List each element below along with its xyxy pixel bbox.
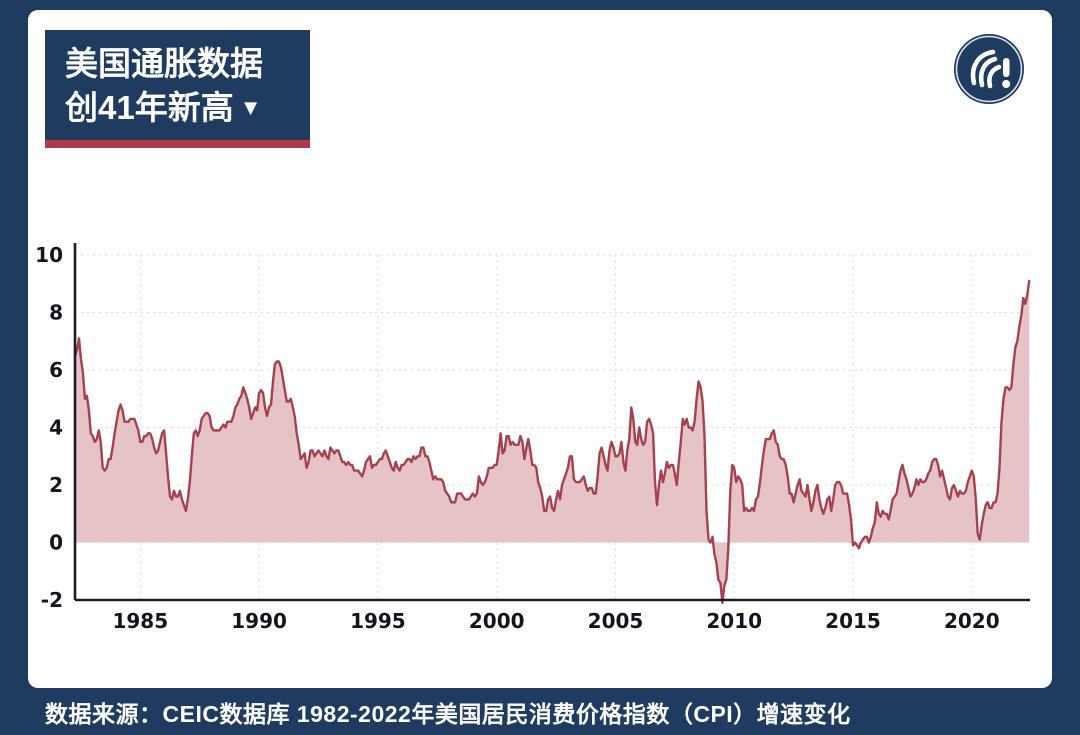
svg-text:6: 6 [49,358,63,382]
svg-text:1990: 1990 [231,609,287,633]
svg-text:0: 0 [49,531,63,555]
svg-text:10: 10 [35,243,63,267]
title-line-2-text: 创41年新高 [65,89,234,126]
svg-text:8: 8 [49,301,63,325]
logo-icon [954,34,1024,104]
footer-bar: 数据来源：CEIC数据库 1982-2022年美国居民消费价格指数（CPI）增速… [0,688,1080,735]
svg-text:4: 4 [49,416,63,440]
title-underline [45,140,310,148]
svg-text:2000: 2000 [469,609,525,633]
main-card: 美国通胀数据 创41年新高 ▼ -2 0 2 4 6 8 10 1985 1990 1995 2000… [28,10,1052,688]
cpi-chart-svg: -2 0 2 4 6 8 10 1985 1990 1995 2000 2005 2010 2015 202… [35,243,1031,633]
svg-text:2015: 2015 [825,609,881,633]
title-line-2: 创41年新高 ▼ [65,86,290,130]
title-line-1: 美国通胀数据 [65,45,263,82]
svg-text:2005: 2005 [588,609,644,633]
svg-text:1985: 1985 [112,609,168,633]
data-source-text: 数据来源：CEIC数据库 1982-2022年美国居民消费价格指数（CPI）增速… [45,700,851,727]
cpi-chart: -2 0 2 4 6 8 10 1985 1990 1995 2000 2005 2010 2015 202… [28,218,1038,643]
svg-text:2010: 2010 [706,609,762,633]
svg-text:2: 2 [49,473,63,497]
svg-text:-2: -2 [41,588,63,612]
title-box: 美国通胀数据 创41年新高 ▼ [45,30,310,140]
svg-text:2020: 2020 [944,609,1000,633]
triangle-down-icon: ▼ [239,95,262,120]
svg-text:1995: 1995 [350,609,406,633]
